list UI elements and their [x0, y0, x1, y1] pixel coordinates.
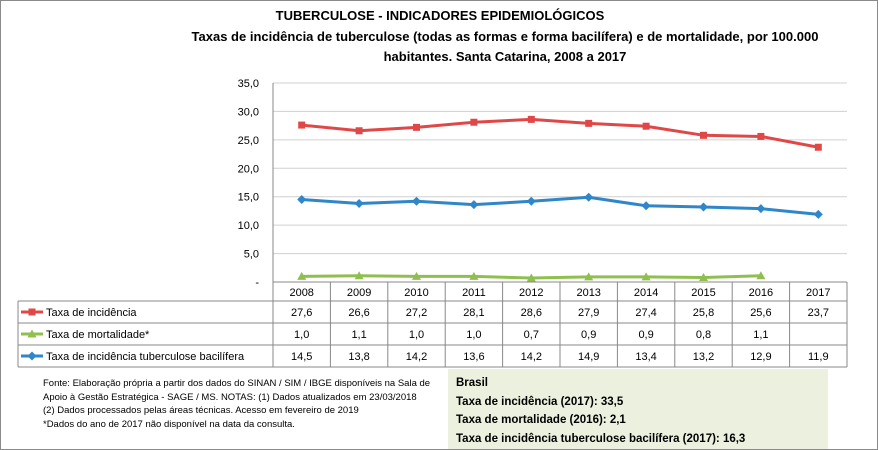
data-label: 28,1 — [463, 307, 484, 319]
y-tick-label: 10,0 — [238, 220, 259, 232]
data-label: 13,6 — [463, 351, 484, 363]
data-label: 0,9 — [581, 329, 596, 341]
data-point — [470, 118, 478, 126]
y-tick-label: 30,0 — [238, 106, 259, 118]
data-label: 1,1 — [753, 329, 768, 341]
data-point — [585, 119, 593, 127]
data-label: 27,6 — [291, 307, 312, 319]
series-line-2 — [301, 195, 819, 216]
data-label: 14,9 — [578, 351, 599, 363]
note-1: Fonte: Elaboração própria a partir dos d… — [43, 378, 431, 403]
data-point — [412, 196, 421, 206]
data-point — [28, 308, 36, 316]
data-label: 1,0 — [294, 329, 309, 341]
brasil-bacillary: Taxa de incidência tuberculose bacilífer… — [456, 432, 746, 445]
brasil-title: Brasil — [456, 377, 488, 389]
y-tick-label: 25,0 — [238, 135, 259, 147]
x-tick-label: 2013 — [576, 287, 600, 299]
data-point — [355, 127, 363, 135]
data-point — [412, 271, 421, 280]
data-point — [584, 192, 594, 202]
data-label: 1,0 — [409, 329, 424, 341]
data-label: 23,7 — [808, 307, 829, 319]
chart-subtitle-2: habitantes. Santa Catarina, 2008 a 2017 — [383, 49, 627, 64]
data-point — [297, 195, 307, 205]
x-tick-label: 2014 — [634, 287, 658, 299]
x-tick-label: 2017 — [806, 287, 830, 299]
data-point — [297, 271, 307, 280]
data-label: 11,9 — [808, 351, 829, 363]
data-point — [27, 351, 37, 361]
legend-label: Taxa de incidência tuberculose bacilífer… — [46, 351, 245, 363]
data-point — [298, 121, 306, 129]
data-point — [354, 199, 364, 209]
x-tick-label: 2012 — [519, 287, 543, 299]
data-label: 26,6 — [348, 307, 369, 319]
data-label: 14,2 — [521, 351, 542, 363]
data-label: 28,6 — [521, 307, 542, 319]
data-label: 1,0 — [466, 329, 481, 341]
data-point — [642, 122, 650, 130]
data-point — [527, 115, 535, 123]
note-2: (2) Dados processados pelas áreas técnic… — [43, 405, 359, 416]
note-3: *Dados do ano de 2017 não disponível na … — [43, 418, 295, 430]
data-label: 13,8 — [348, 351, 369, 363]
data-label: 0,8 — [696, 329, 711, 341]
data-point — [526, 196, 536, 206]
brasil-incidence: Taxa de incidência (2017): 33,5 — [456, 395, 624, 408]
data-point — [413, 123, 420, 131]
x-tick-label: 2010 — [404, 287, 428, 299]
series-line-0 — [301, 117, 819, 149]
legend-label: Taxa de incidência — [46, 307, 137, 319]
data-label: 27,2 — [406, 307, 427, 319]
y-tick-label: 5,0 — [244, 249, 259, 261]
data-point — [469, 271, 479, 280]
data-label: 12,9 — [750, 351, 771, 363]
data-point — [699, 272, 708, 281]
data-label: 14,2 — [406, 351, 427, 363]
x-tick-label: 2011 — [462, 287, 486, 299]
data-label: 27,9 — [578, 307, 599, 319]
data-point — [756, 204, 766, 214]
data-point — [641, 201, 651, 211]
data-point — [27, 329, 37, 338]
chart-title: TUBERCULOSE - INDICADORES EPIDEMIOLÓGICO… — [275, 8, 605, 23]
x-tick-label: 2009 — [347, 287, 371, 299]
data-point — [584, 272, 594, 281]
data-point — [526, 273, 536, 282]
y-tick-label: 35,0 — [238, 78, 259, 90]
legend-label: Taxa de mortalidade* — [46, 329, 150, 341]
data-label: 14,5 — [291, 351, 312, 363]
brasil-mortality: Taxa de mortalidade (2016): 2,1 — [456, 414, 626, 426]
data-label: 0,7 — [524, 329, 539, 341]
data-point — [814, 143, 822, 151]
data-label: 1,1 — [351, 329, 366, 341]
data-point — [354, 271, 364, 280]
data-point — [469, 200, 479, 210]
x-tick-label: 2008 — [289, 287, 313, 299]
source-notes: Fonte: Elaboração própria a partir dos d… — [43, 377, 433, 431]
x-tick-label: 2015 — [691, 287, 715, 299]
data-point — [700, 131, 707, 139]
y-tick-label: 20,0 — [238, 163, 259, 175]
data-label: 13,2 — [693, 351, 714, 363]
x-tick-label: 2016 — [749, 287, 773, 299]
brasil-summary-box: Brasil Taxa de incidência (2017): 33,5 T… — [448, 369, 828, 449]
data-label: 25,6 — [750, 307, 771, 319]
data-point — [641, 272, 651, 281]
y-tick-label: 15,0 — [238, 192, 259, 204]
data-point — [756, 271, 766, 280]
data-point — [699, 202, 708, 212]
data-point — [813, 209, 823, 219]
data-label: 25,8 — [693, 307, 714, 319]
chart-subtitle-1: Taxas de incidência de tuberculose (toda… — [191, 29, 819, 44]
data-label: 13,4 — [635, 351, 656, 363]
line-chart: - 5,0 10,0 15,0 20,0 25,0 30,0 35,0 2008 2009 2010… — [17, 78, 848, 368]
data-label: 27,4 — [635, 307, 656, 319]
data-label: 0,9 — [638, 329, 653, 341]
data-point — [757, 132, 765, 140]
y-tick-label: - — [255, 277, 259, 289]
